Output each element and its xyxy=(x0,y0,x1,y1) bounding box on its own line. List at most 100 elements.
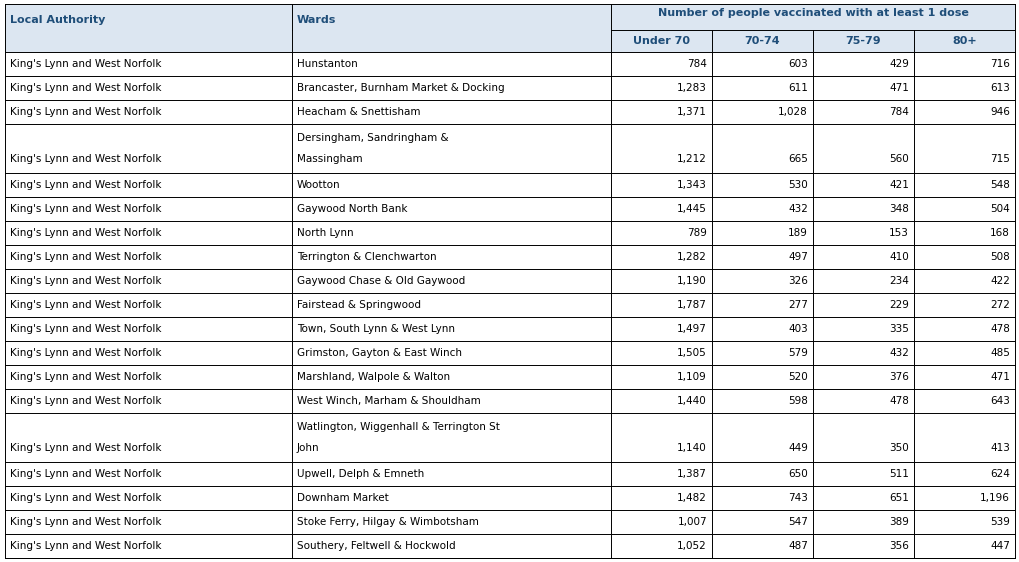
Text: 548: 548 xyxy=(989,180,1009,189)
Text: 1,109: 1,109 xyxy=(677,373,706,382)
Text: King's Lynn and West Norfolk: King's Lynn and West Norfolk xyxy=(10,83,161,93)
Text: 603: 603 xyxy=(788,59,807,69)
Bar xyxy=(5,341,1014,365)
Bar xyxy=(5,269,1014,293)
Text: 447: 447 xyxy=(989,541,1009,551)
Text: 335: 335 xyxy=(889,324,908,334)
Text: Grimston, Gayton & East Winch: Grimston, Gayton & East Winch xyxy=(297,348,462,358)
Bar xyxy=(5,486,1014,510)
Text: King's Lynn and West Norfolk: King's Lynn and West Norfolk xyxy=(10,252,161,262)
Text: Gaywood North Bank: Gaywood North Bank xyxy=(297,204,407,214)
Text: King's Lynn and West Norfolk: King's Lynn and West Norfolk xyxy=(10,469,161,479)
Bar xyxy=(5,124,1014,173)
Bar xyxy=(5,317,1014,341)
Text: 432: 432 xyxy=(788,204,807,214)
Text: 449: 449 xyxy=(788,443,807,453)
Text: Massingham: Massingham xyxy=(297,154,362,164)
Text: 421: 421 xyxy=(889,180,908,189)
Text: Marshland, Walpole & Walton: Marshland, Walpole & Walton xyxy=(297,373,449,382)
Text: 624: 624 xyxy=(989,469,1009,479)
Text: 650: 650 xyxy=(788,469,807,479)
Text: 1,505: 1,505 xyxy=(677,348,706,358)
Text: King's Lynn and West Norfolk: King's Lynn and West Norfolk xyxy=(10,517,161,527)
Text: Wootton: Wootton xyxy=(297,180,340,189)
Text: 356: 356 xyxy=(889,541,908,551)
Text: Number of people vaccinated with at least 1 dose: Number of people vaccinated with at leas… xyxy=(657,8,967,18)
Bar xyxy=(5,4,1014,30)
Text: 272: 272 xyxy=(989,300,1009,310)
Text: 598: 598 xyxy=(788,396,807,406)
Text: 485: 485 xyxy=(989,348,1009,358)
Text: 277: 277 xyxy=(788,300,807,310)
Text: Town, South Lynn & West Lynn: Town, South Lynn & West Lynn xyxy=(297,324,454,334)
Text: 508: 508 xyxy=(989,252,1009,262)
Text: 1,196: 1,196 xyxy=(979,493,1009,503)
Text: 1,028: 1,028 xyxy=(777,107,807,117)
Text: 1,212: 1,212 xyxy=(677,154,706,164)
Bar xyxy=(5,173,1014,197)
Text: Under 70: Under 70 xyxy=(633,36,689,46)
Text: 478: 478 xyxy=(989,324,1009,334)
Text: John: John xyxy=(297,443,319,453)
Bar xyxy=(5,245,1014,269)
Text: North Lynn: North Lynn xyxy=(297,228,354,238)
Text: Terrington & Clenchwarton: Terrington & Clenchwarton xyxy=(297,252,436,262)
Text: Wards: Wards xyxy=(297,15,336,25)
Text: 1,052: 1,052 xyxy=(677,541,706,551)
Text: 229: 229 xyxy=(889,300,908,310)
Text: 539: 539 xyxy=(989,517,1009,527)
Text: Stoke Ferry, Hilgay & Wimbotsham: Stoke Ferry, Hilgay & Wimbotsham xyxy=(297,517,478,527)
Text: 1,140: 1,140 xyxy=(677,443,706,453)
Text: 946: 946 xyxy=(989,107,1009,117)
Text: 504: 504 xyxy=(989,204,1009,214)
Text: King's Lynn and West Norfolk: King's Lynn and West Norfolk xyxy=(10,276,161,286)
Text: 613: 613 xyxy=(989,83,1009,93)
Text: King's Lynn and West Norfolk: King's Lynn and West Norfolk xyxy=(10,228,161,238)
Bar xyxy=(5,30,1014,52)
Text: King's Lynn and West Norfolk: King's Lynn and West Norfolk xyxy=(10,300,161,310)
Text: 1,445: 1,445 xyxy=(677,204,706,214)
Text: 413: 413 xyxy=(989,443,1009,453)
Text: 432: 432 xyxy=(889,348,908,358)
Text: Heacham & Snettisham: Heacham & Snettisham xyxy=(297,107,420,117)
Text: 429: 429 xyxy=(889,59,908,69)
Text: 1,787: 1,787 xyxy=(677,300,706,310)
Text: 1,283: 1,283 xyxy=(677,83,706,93)
Text: 1,371: 1,371 xyxy=(677,107,706,117)
Text: King's Lynn and West Norfolk: King's Lynn and West Norfolk xyxy=(10,180,161,189)
Text: 168: 168 xyxy=(989,228,1009,238)
Text: King's Lynn and West Norfolk: King's Lynn and West Norfolk xyxy=(10,541,161,551)
Text: 189: 189 xyxy=(788,228,807,238)
Bar xyxy=(5,221,1014,245)
Text: King's Lynn and West Norfolk: King's Lynn and West Norfolk xyxy=(10,204,161,214)
Bar xyxy=(5,52,1014,76)
Text: 80+: 80+ xyxy=(952,36,976,46)
Text: 530: 530 xyxy=(788,180,807,189)
Text: King's Lynn and West Norfolk: King's Lynn and West Norfolk xyxy=(10,59,161,69)
Text: 487: 487 xyxy=(788,541,807,551)
Text: 784: 784 xyxy=(687,59,706,69)
Text: 70-74: 70-74 xyxy=(744,36,780,46)
Text: Dersingham, Sandringham &: Dersingham, Sandringham & xyxy=(297,133,448,143)
Text: 651: 651 xyxy=(889,493,908,503)
Text: 579: 579 xyxy=(788,348,807,358)
Text: 350: 350 xyxy=(889,443,908,453)
Bar xyxy=(5,101,1014,124)
Text: Downham Market: Downham Market xyxy=(297,493,388,503)
Text: King's Lynn and West Norfolk: King's Lynn and West Norfolk xyxy=(10,348,161,358)
Text: King's Lynn and West Norfolk: King's Lynn and West Norfolk xyxy=(10,493,161,503)
Text: 1,482: 1,482 xyxy=(677,493,706,503)
Text: 389: 389 xyxy=(889,517,908,527)
Text: 1,190: 1,190 xyxy=(677,276,706,286)
Text: 1,007: 1,007 xyxy=(677,517,706,527)
Text: West Winch, Marham & Shouldham: West Winch, Marham & Shouldham xyxy=(297,396,480,406)
Text: 471: 471 xyxy=(989,373,1009,382)
Text: Gaywood Chase & Old Gaywood: Gaywood Chase & Old Gaywood xyxy=(297,276,465,286)
Text: 743: 743 xyxy=(788,493,807,503)
Text: Southery, Feltwell & Hockwold: Southery, Feltwell & Hockwold xyxy=(297,541,455,551)
Text: 520: 520 xyxy=(788,373,807,382)
Text: 478: 478 xyxy=(889,396,908,406)
Text: 715: 715 xyxy=(989,154,1009,164)
Bar xyxy=(5,389,1014,414)
Text: Hunstanton: Hunstanton xyxy=(297,59,358,69)
